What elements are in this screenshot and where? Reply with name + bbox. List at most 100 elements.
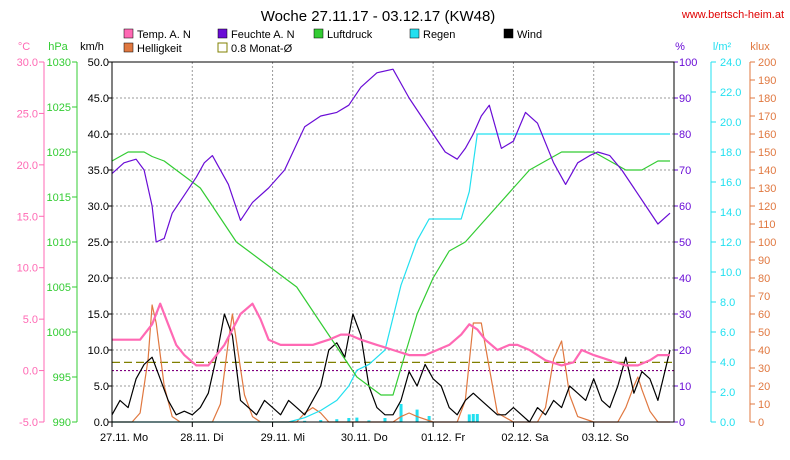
lux-tick-label: 120 xyxy=(758,201,776,213)
rain-bar xyxy=(319,420,323,422)
legend-item: Helligkeit xyxy=(123,42,182,55)
lux-tick-label: 90 xyxy=(758,255,770,267)
day-label: 29.11. Mi xyxy=(261,432,305,444)
rain-bar xyxy=(347,418,351,422)
press-tick-label: 995 xyxy=(53,372,71,384)
source-label[interactable]: www.bertsch-heim.at xyxy=(681,9,784,21)
lux-tick-label: 180 xyxy=(758,93,776,105)
press-tick-label: 1000 xyxy=(47,327,71,339)
chart-title: Woche 27.11.17 - 03.12.17 (KW48) xyxy=(261,8,496,25)
legend-item: Feuchte A. N xyxy=(217,28,295,41)
legend-label: Temp. A. N xyxy=(137,29,191,41)
rain-tick-label: 22.0 xyxy=(720,87,741,99)
rain-bar xyxy=(335,419,339,422)
wind-axis-unit: km/h xyxy=(80,41,104,53)
press-tick-label: 1015 xyxy=(47,192,71,204)
hum-tick-label: 100 xyxy=(679,57,697,69)
rain-bar xyxy=(415,409,419,422)
series-line-wind xyxy=(111,313,671,423)
legend-item: Luftdruck xyxy=(313,28,373,41)
legend-label: Regen xyxy=(423,29,455,41)
temp-tick-label: 25.0 xyxy=(17,108,38,120)
day-label: 28.11. Di xyxy=(180,432,223,444)
hum-tick-label: 0 xyxy=(679,417,685,429)
legend-swatch xyxy=(503,28,514,39)
rain-tick-label: 0.0 xyxy=(720,417,735,429)
rain-bar xyxy=(471,414,475,422)
hum-tick-label: 50 xyxy=(679,237,691,249)
temp-tick-label: 15.0 xyxy=(17,211,38,223)
rain-tick-label: 18.0 xyxy=(720,147,741,159)
wind-tick-label: 40.0 xyxy=(88,129,109,141)
temp-tick-label: 5.0 xyxy=(23,314,38,326)
wind-tick-label: 20.0 xyxy=(88,273,109,285)
legend-item: Wind xyxy=(503,28,542,41)
hum-tick-label: 30 xyxy=(679,309,691,321)
rain-bar xyxy=(427,416,431,422)
legend-label: Wind xyxy=(517,29,542,41)
hum-tick-label: 90 xyxy=(679,93,691,105)
day-label: 03.12. So xyxy=(582,432,629,444)
day-labels: 27.11. Mo 28.11. Di 29.11. Mi 30.11. Do 01.1… xyxy=(100,422,629,444)
rain-tick-label: 16.0 xyxy=(720,177,741,189)
wind-tick-label: 10.0 xyxy=(88,345,109,357)
lux-axis-unit: klux xyxy=(750,41,770,53)
legend-item: Temp. A. N xyxy=(123,28,191,41)
lux-tick-label: 140 xyxy=(758,165,776,177)
rain-bar xyxy=(355,417,359,422)
rain-bar xyxy=(383,418,387,422)
legend-swatch xyxy=(123,28,134,39)
wind-tick-label: 50.0 xyxy=(88,57,109,69)
axes: °C30.025.020.015.010.05.00.0-5.0hPa10301… xyxy=(17,41,777,429)
rain-tick-label: 2.0 xyxy=(720,387,735,399)
press-tick-label: 1025 xyxy=(47,102,71,114)
press-tick-label: 990 xyxy=(53,417,71,429)
lux-tick-label: 10 xyxy=(758,399,770,411)
rain-tick-label: 12.0 xyxy=(720,237,741,249)
hum-tick-label: 60 xyxy=(679,201,691,213)
rain-bar xyxy=(399,404,403,422)
hum-tick-label: 80 xyxy=(679,129,691,141)
legend: Temp. A. N Feuchte A. N Luftdruck Regen Wind… xyxy=(123,28,542,55)
lux-tick-label: 110 xyxy=(758,219,776,231)
rain-bar xyxy=(467,414,471,422)
rain-tick-label: 24.0 xyxy=(720,57,741,69)
rain-tick-label: 6.0 xyxy=(720,327,735,339)
lux-tick-label: 80 xyxy=(758,273,770,285)
rain-tick-label: 10.0 xyxy=(720,267,741,279)
temp-tick-label: -5.0 xyxy=(19,417,38,429)
lux-tick-label: 100 xyxy=(758,237,776,249)
press-tick-label: 1020 xyxy=(47,147,71,159)
legend-swatch xyxy=(409,28,420,39)
grid xyxy=(112,62,674,422)
legend-item: Regen xyxy=(409,28,455,41)
press-axis-unit: hPa xyxy=(48,41,68,53)
lux-tick-label: 190 xyxy=(758,75,776,87)
series-layer xyxy=(111,68,674,423)
day-label: 30.11. Do xyxy=(341,432,388,444)
wind-tick-label: 25.0 xyxy=(88,237,109,249)
lux-tick-label: 60 xyxy=(758,309,770,321)
hum-tick-label: 10 xyxy=(679,381,691,393)
series-line-rain xyxy=(112,133,670,423)
lux-tick-label: 20 xyxy=(758,381,770,393)
rain-bar xyxy=(303,420,307,422)
lux-tick-label: 50 xyxy=(758,327,770,339)
lux-tick-label: 160 xyxy=(758,129,776,141)
series-line-press xyxy=(111,151,670,396)
temp-tick-label: 0.0 xyxy=(23,366,38,378)
hum-axis-unit: % xyxy=(675,41,685,53)
rain-axis-unit: l/m² xyxy=(713,41,732,53)
lux-tick-label: 0 xyxy=(758,417,764,429)
lux-tick-label: 130 xyxy=(758,183,776,195)
series-line-temp xyxy=(112,302,670,367)
legend-item: 0.8 Monat-Ø xyxy=(217,42,293,55)
rain-tick-label: 14.0 xyxy=(720,207,741,219)
press-tick-label: 1010 xyxy=(47,237,71,249)
hum-tick-label: 40 xyxy=(679,273,691,285)
lux-tick-label: 70 xyxy=(758,291,770,303)
rain-tick-label: 20.0 xyxy=(720,117,741,129)
legend-swatch xyxy=(217,28,228,39)
hum-tick-label: 70 xyxy=(679,165,691,177)
